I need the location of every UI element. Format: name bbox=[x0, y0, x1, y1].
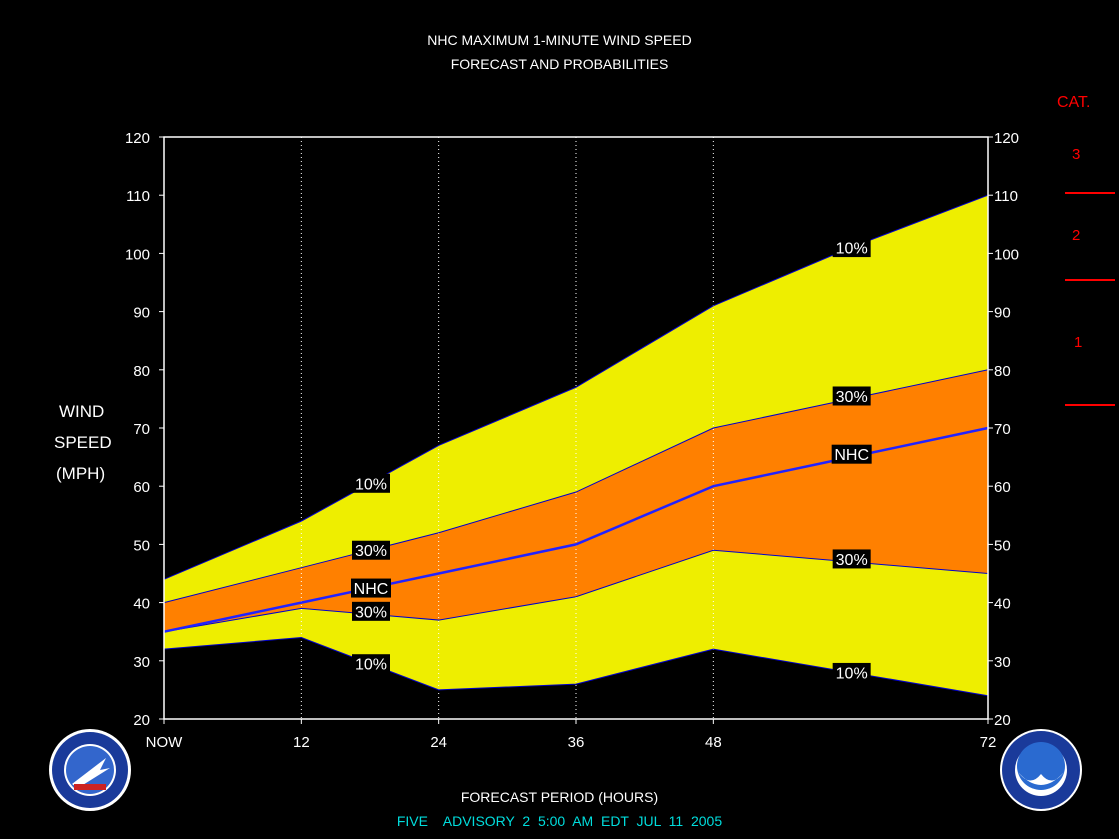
y-tick-label-right: 30 bbox=[994, 654, 1011, 671]
category-divider bbox=[1065, 404, 1115, 406]
category-panel: CAT. 3 2 1 bbox=[1040, 93, 1116, 423]
ylabel-line2: SPEED bbox=[54, 433, 112, 452]
chart-title-line2: FORECAST AND PROBABILITIES bbox=[450, 56, 669, 72]
annotation-label: 10% bbox=[355, 657, 387, 674]
category-label-3: 3 bbox=[1072, 146, 1081, 163]
y-tick-label-left: 50 bbox=[133, 537, 150, 554]
x-tick-label: 36 bbox=[568, 734, 585, 751]
category-header: CAT. bbox=[1057, 94, 1091, 111]
y-tick-label-right: 20 bbox=[994, 712, 1011, 729]
y-tick-label-right: 100 bbox=[994, 246, 1019, 263]
annotation-bg bbox=[351, 578, 391, 598]
y-tick-label-left: 70 bbox=[133, 421, 150, 438]
annotation-bg bbox=[352, 654, 390, 674]
noaa-logo bbox=[1000, 729, 1082, 811]
annotation-bg bbox=[352, 601, 390, 621]
annotation-label: 10% bbox=[355, 476, 387, 493]
annotation-label: 30% bbox=[836, 389, 868, 406]
annotation-bg bbox=[352, 473, 390, 493]
xlabel: FORECAST PERIOD (HOURS) bbox=[460, 789, 659, 805]
chart-title-line1: NHC MAXIMUM 1-MINUTE WIND SPEED bbox=[427, 32, 692, 48]
y-tick-label-right: 90 bbox=[994, 305, 1011, 322]
annotation-label: 10% bbox=[836, 665, 868, 682]
annotation-label: NHC bbox=[354, 581, 389, 598]
x-tick-label: 24 bbox=[430, 734, 447, 751]
annotation-label: 30% bbox=[355, 604, 387, 621]
y-tick-label-left: 100 bbox=[125, 246, 150, 263]
y-tick-label-left: 80 bbox=[133, 363, 150, 380]
y-tick-label-left: 90 bbox=[133, 305, 150, 322]
band-30-70 bbox=[164, 369, 988, 632]
annotation-bg bbox=[832, 386, 871, 406]
category-label-1: 1 bbox=[1074, 334, 1083, 351]
annotation-bg bbox=[832, 238, 871, 258]
annotation-bg bbox=[352, 540, 390, 560]
y-tick-label-left: 30 bbox=[133, 654, 150, 671]
annotation-label: NHC bbox=[834, 447, 869, 464]
x-tick-label: NOW bbox=[146, 734, 184, 751]
category-divider bbox=[1065, 279, 1115, 281]
y-tick-label-right: 60 bbox=[994, 479, 1011, 496]
annotation-label: 10% bbox=[836, 241, 868, 258]
y-tick-label-left: 40 bbox=[133, 596, 150, 613]
category-label-2: 2 bbox=[1072, 227, 1081, 244]
y-tick-label-right: 120 bbox=[994, 130, 1019, 147]
annotation-bg bbox=[831, 444, 872, 464]
annotation-bg bbox=[832, 549, 871, 569]
y-tick-label-left: 20 bbox=[133, 712, 150, 729]
annotation-label: 30% bbox=[355, 543, 387, 560]
x-tick-label: 48 bbox=[705, 734, 722, 751]
x-tick-label: 72 bbox=[980, 734, 997, 751]
annotation-label: 30% bbox=[836, 552, 868, 569]
y-tick-label-right: 40 bbox=[994, 596, 1011, 613]
ylabel-line3: (MPH) bbox=[56, 464, 106, 483]
y-tick-label-right: 70 bbox=[994, 421, 1011, 438]
ylabel-line1: WIND bbox=[59, 402, 105, 421]
annotation-bg bbox=[832, 662, 871, 682]
nws-logo bbox=[49, 729, 131, 811]
y-tick-label-left: 60 bbox=[133, 479, 150, 496]
y-tick-label-right: 80 bbox=[994, 363, 1011, 380]
y-tick-label-left: 110 bbox=[126, 188, 150, 205]
advisory-footer: FIVE ADVISORY 2 5:00 AM EDT JUL 11 2005 bbox=[396, 813, 723, 829]
y-tick-label-right: 50 bbox=[994, 537, 1011, 554]
category-divider bbox=[1065, 192, 1115, 194]
x-tick-label: 12 bbox=[293, 734, 310, 751]
y-tick-label-left: 120 bbox=[125, 130, 150, 147]
y-tick-label-right: 110 bbox=[994, 188, 1018, 205]
